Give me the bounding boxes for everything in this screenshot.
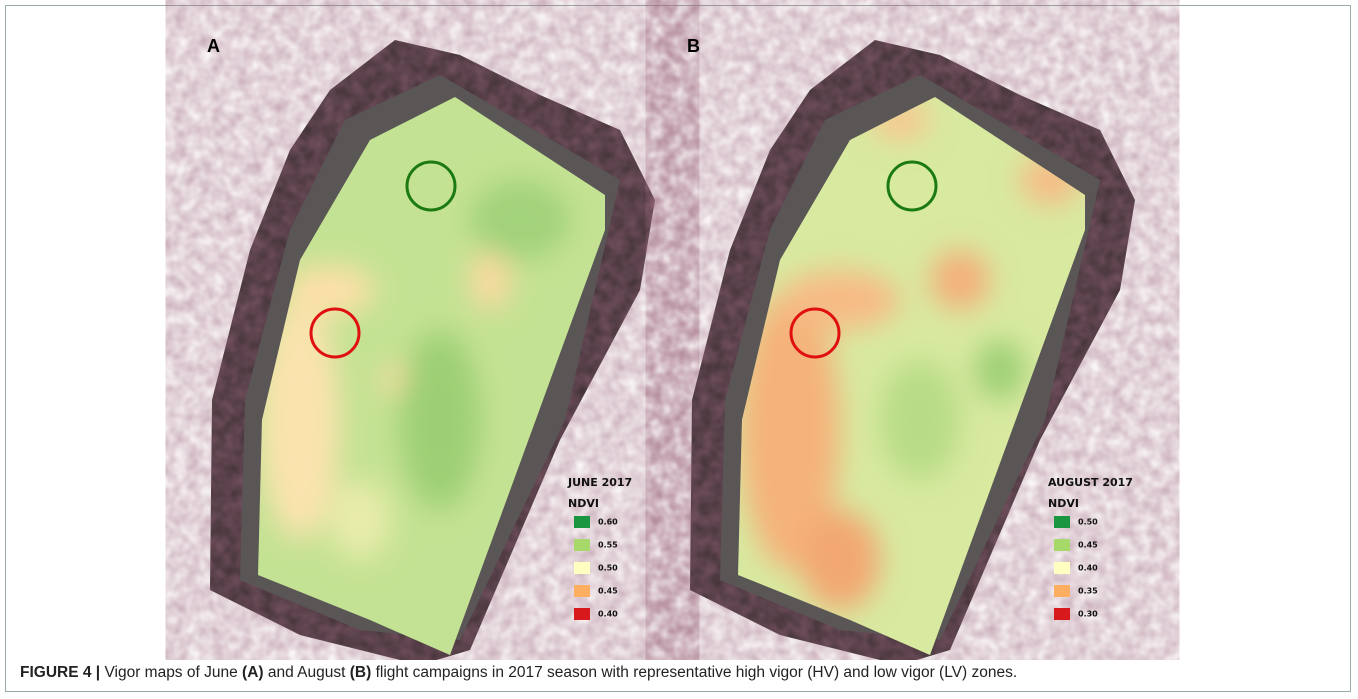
legend-label: 0.40	[1078, 564, 1098, 573]
legend-swatch	[574, 562, 590, 574]
legend-swatch	[1054, 562, 1070, 574]
caption-part: (A)	[242, 664, 264, 681]
legend-subtitle: NDVI	[568, 497, 599, 510]
legend-swatch	[574, 539, 590, 551]
legend-label: 0.50	[1078, 518, 1098, 527]
caption-part: and August	[264, 664, 350, 681]
legend-title: JUNE 2017	[567, 476, 632, 489]
caption-part: FIGURE 4 |	[20, 664, 100, 681]
caption-part: Vigor maps of June	[100, 664, 242, 681]
caption: FIGURE 4 | Vigor maps of June (A) and Au…	[20, 664, 1017, 682]
legend-title: AUGUST 2017	[1048, 476, 1133, 489]
legend-label: 0.60	[598, 518, 618, 527]
figure: A JUNE 2017 NDVI 0.60 0.55 0.50 0.45 0.40 B AUGUS…	[0, 0, 1358, 660]
legend-label: 0.50	[598, 564, 618, 573]
legend-label: 0.45	[598, 587, 618, 596]
legend-label: 0.30	[1078, 610, 1098, 619]
legend-swatch	[1054, 516, 1070, 528]
caption-part: (B)	[350, 664, 372, 681]
legend-swatch	[574, 608, 590, 620]
panel-label: B	[687, 36, 700, 56]
legend-label: 0.35	[1078, 587, 1098, 596]
legend-swatch	[1054, 585, 1070, 597]
panel-label: A	[207, 36, 220, 56]
legend-label: 0.40	[598, 610, 618, 619]
legend-swatch	[574, 585, 590, 597]
legend-swatch	[574, 516, 590, 528]
legend-subtitle: NDVI	[1048, 497, 1079, 510]
caption-part: flight campaigns in 2017 season with rep…	[371, 664, 1017, 681]
legend-swatch	[1054, 608, 1070, 620]
legend-swatch	[1054, 539, 1070, 551]
legend-label: 0.55	[598, 541, 618, 550]
legend-label: 0.45	[1078, 541, 1098, 550]
